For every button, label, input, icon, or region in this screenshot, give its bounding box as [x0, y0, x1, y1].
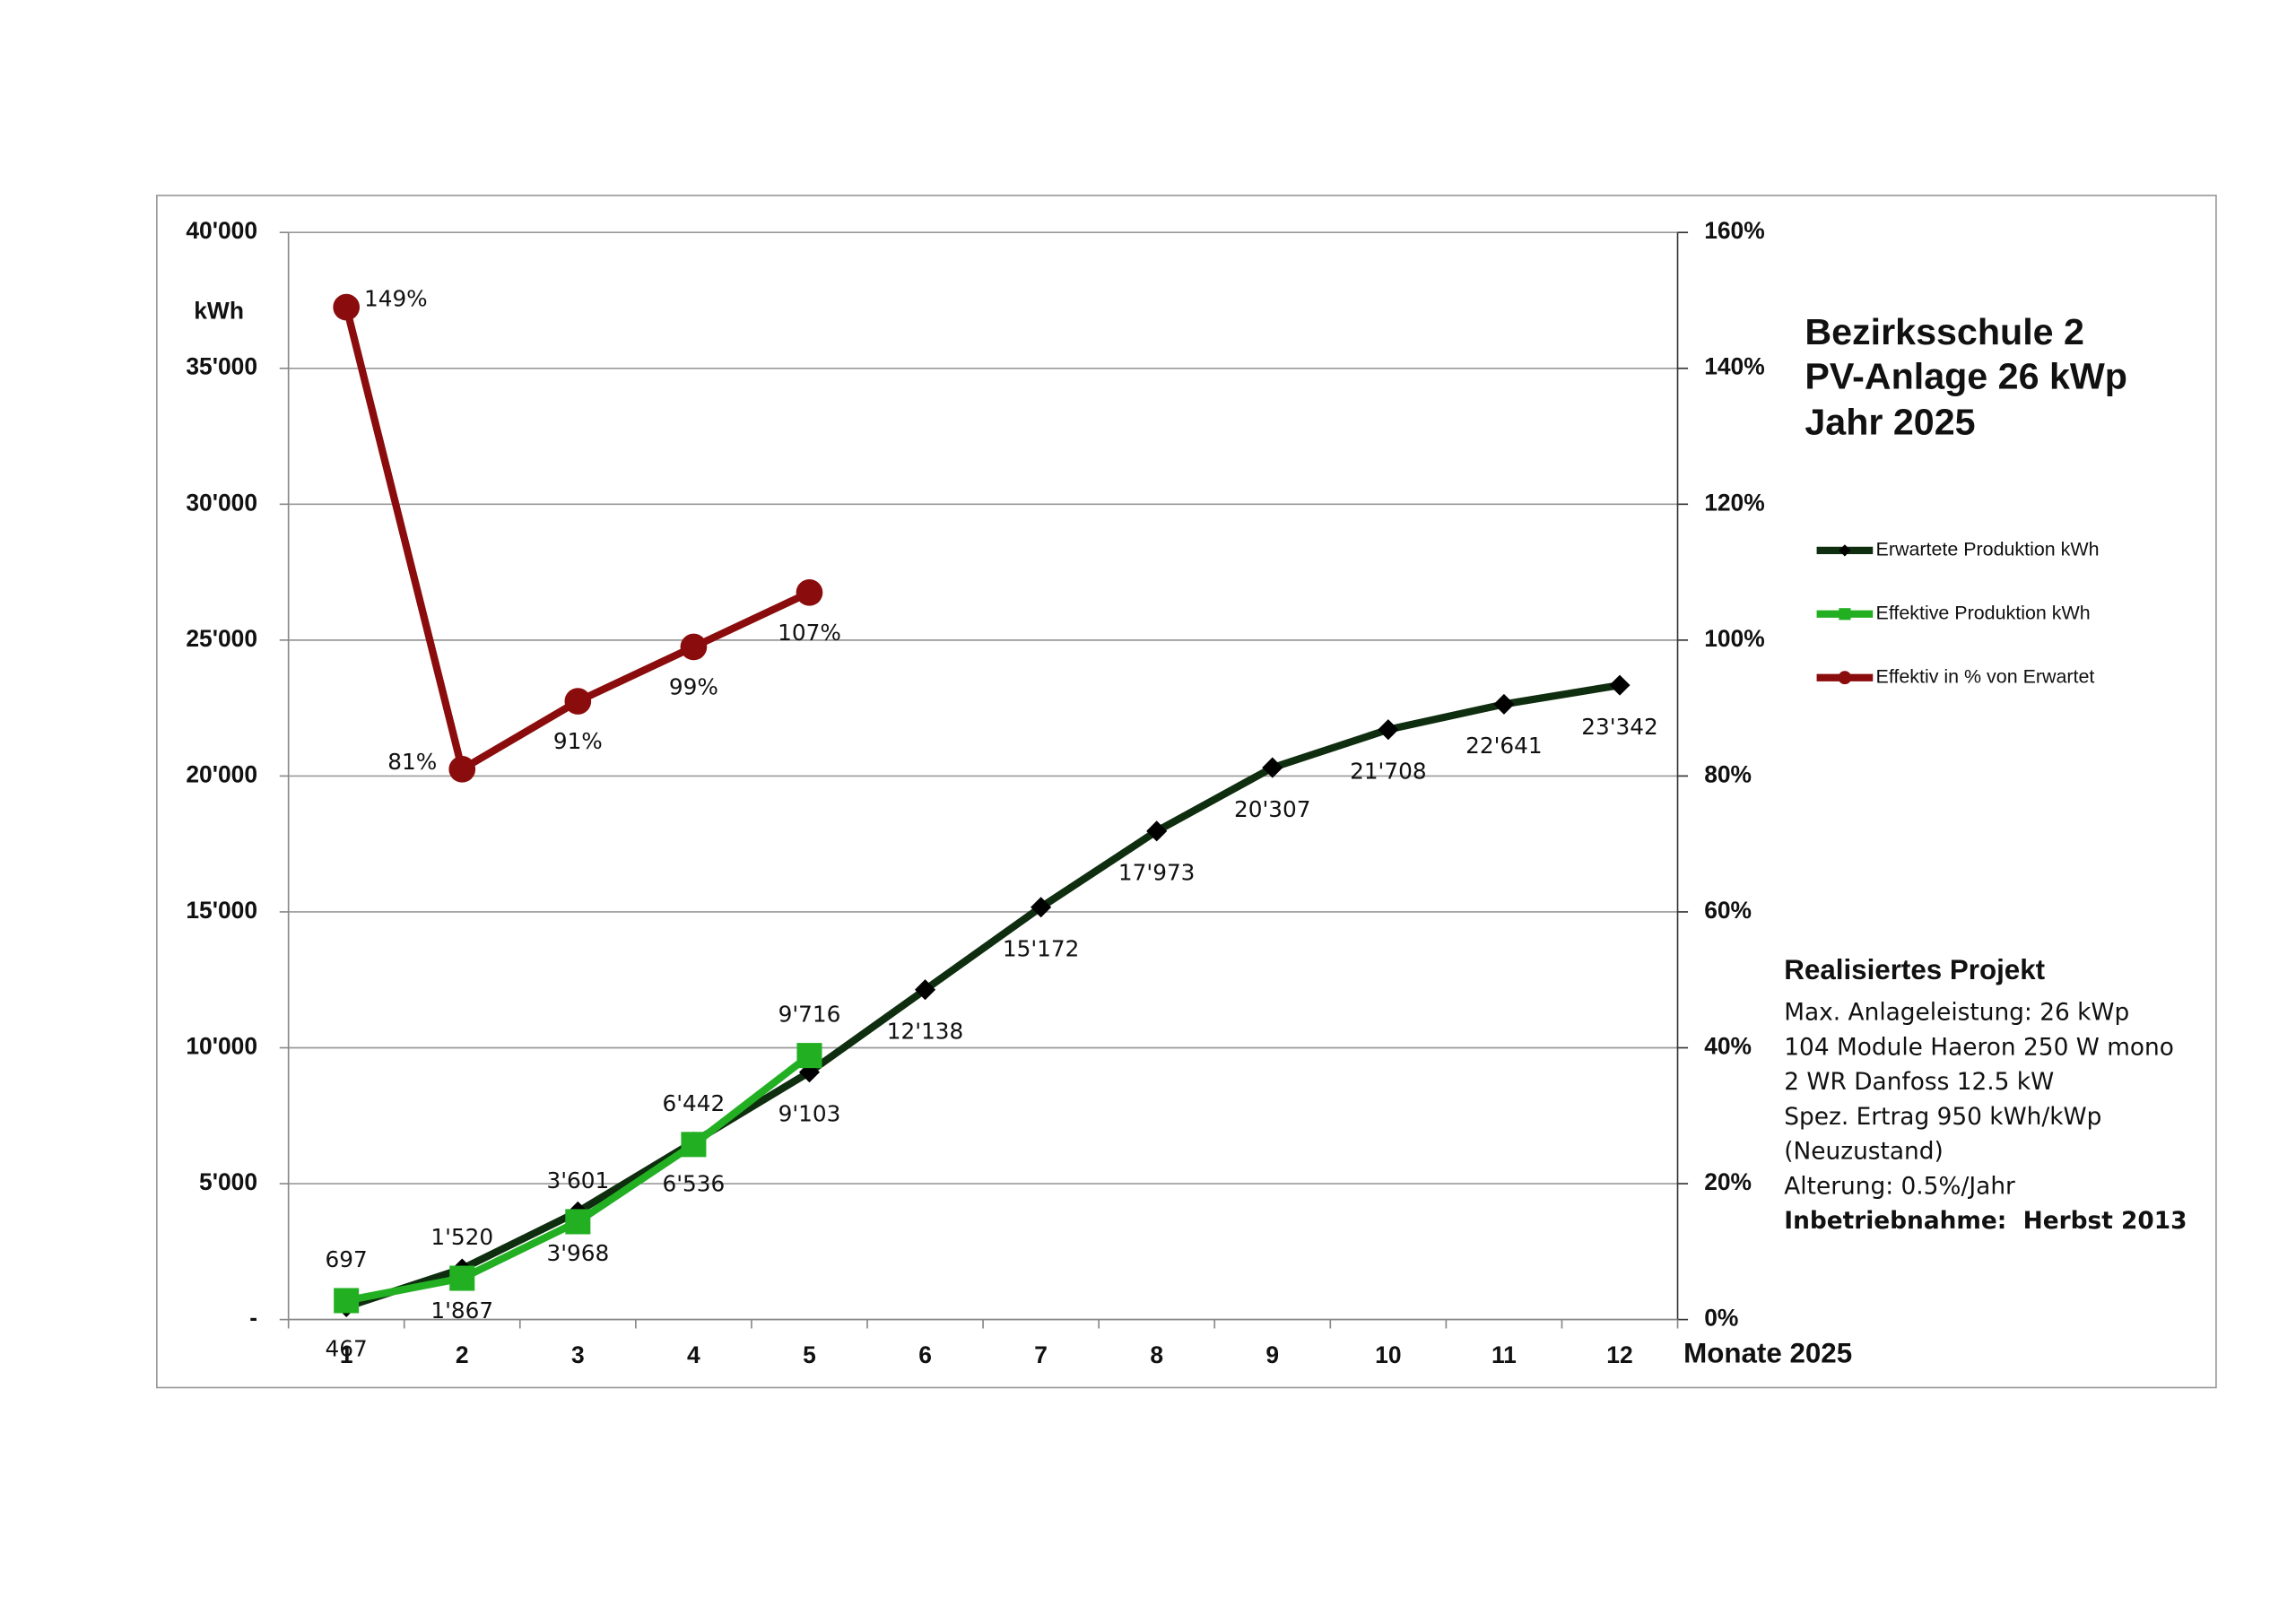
point: [1146, 820, 1168, 842]
chart-frame: [156, 195, 2217, 1389]
y2-tick-label: 20%: [1704, 1168, 1752, 1195]
chart-title: Jahr 2025: [1805, 402, 1975, 443]
project-line: 2 WR Danfoss 12.5 kW: [1784, 1069, 2054, 1096]
legend-marker: [1839, 608, 1851, 621]
x-tick-label: 1: [340, 1341, 353, 1368]
x-axis-label: Monate 2025: [1683, 1337, 1852, 1368]
y2-tick-label: 80%: [1704, 760, 1752, 787]
legend-marker: [1838, 671, 1852, 685]
data-label: 6'536: [663, 1170, 726, 1196]
point: [565, 1209, 591, 1235]
point: [449, 1265, 475, 1291]
data-label: 107%: [778, 620, 841, 646]
data-label: 9'103: [778, 1101, 841, 1127]
point: [915, 979, 936, 1001]
y2-tick-label: 120%: [1704, 489, 1764, 516]
data-label: 1'520: [430, 1224, 493, 1250]
data-label: 6'442: [663, 1090, 726, 1116]
y-axis-label: kWh: [194, 297, 244, 324]
x-tick-label: 4: [687, 1341, 700, 1368]
legend-marker: [1839, 544, 1851, 557]
data-label: 22'641: [1465, 733, 1542, 759]
data-label: 467: [326, 1335, 368, 1361]
point: [680, 633, 708, 661]
point: [1493, 693, 1515, 715]
x-tick-label: 11: [1492, 1341, 1517, 1368]
x-tick-label: 12: [1606, 1341, 1632, 1368]
x-tick-label: 10: [1375, 1341, 1401, 1368]
project-line: (Neuzustand): [1784, 1139, 1944, 1166]
y-tick-label: 10'000: [186, 1032, 257, 1059]
y-tick-label: -: [249, 1305, 257, 1332]
y-tick-label: 40'000: [186, 217, 257, 244]
point: [448, 755, 476, 783]
point: [681, 1132, 707, 1158]
x-tick-label: 5: [803, 1341, 816, 1368]
data-label: 15'172: [1003, 936, 1079, 962]
chart-title: Bezirksschule 2: [1805, 311, 2084, 352]
y2-tick-label: 100%: [1704, 625, 1764, 652]
y2-tick-label: 140%: [1704, 353, 1764, 380]
project-title: Realisiertes Projekt: [1784, 954, 2045, 985]
y-tick-label: 15'000: [186, 897, 257, 924]
legend-label: Effektiv in % von Erwartet: [1876, 665, 2095, 687]
y-tick-label: 35'000: [186, 353, 257, 380]
x-tick-label: 3: [571, 1341, 585, 1368]
point: [1262, 757, 1283, 778]
data-label: 1'867: [430, 1298, 493, 1324]
data-label: 3'601: [546, 1167, 609, 1193]
project-line: Alterung: 0.5%/Jahr: [1784, 1173, 2015, 1200]
data-label: 20'307: [1234, 796, 1310, 822]
x-tick-label: 8: [1150, 1341, 1163, 1368]
x-tick-label: 7: [1034, 1341, 1048, 1368]
x-tick-label: 6: [918, 1341, 932, 1368]
y-tick-label: 30'000: [186, 489, 257, 516]
y2-tick-label: 60%: [1704, 897, 1752, 924]
x-tick-label: 9: [1265, 1341, 1279, 1368]
point: [1031, 897, 1052, 918]
data-label: 81%: [387, 749, 437, 775]
y2-tick-label: 160%: [1704, 217, 1764, 244]
chart-title: PV-Anlage 26 kWp: [1805, 355, 2127, 396]
y-tick-label: 25'000: [186, 625, 257, 652]
data-label: 9'716: [778, 1002, 841, 1028]
x-tick-label: 2: [456, 1341, 469, 1368]
y2-tick-label: 0%: [1704, 1305, 1738, 1332]
y-tick-label: 5'000: [199, 1168, 257, 1195]
data-label: 91%: [553, 728, 603, 754]
data-label: 149%: [364, 285, 428, 311]
point: [796, 1043, 822, 1069]
project-footer: Inbetriebnahme: Herbst 2013: [1784, 1208, 2187, 1235]
data-label: 17'973: [1118, 860, 1195, 886]
data-label: 23'342: [1581, 714, 1657, 740]
project-line: Spez. Ertrag 950 kWh/kWp: [1784, 1104, 2101, 1131]
legend-label: Erwartete Produktion kWh: [1876, 539, 2100, 560]
data-label: 21'708: [1350, 758, 1426, 784]
point: [564, 688, 592, 715]
project-line: 104 Module Haeron 250 W mono: [1784, 1034, 2174, 1061]
point: [1609, 674, 1631, 696]
point: [333, 293, 361, 321]
legend-label: Effektive Produktion kWh: [1876, 602, 2091, 623]
project-line: Max. Anlageleistung: 26 kWp: [1784, 1000, 2129, 1027]
data-label: 12'138: [887, 1019, 963, 1045]
point: [334, 1288, 360, 1314]
data-label: 3'968: [546, 1240, 609, 1266]
data-label: 99%: [669, 674, 718, 700]
point: [796, 578, 823, 606]
series-line: [344, 681, 1621, 1311]
data-label: 697: [326, 1246, 368, 1272]
y-tick-label: 20'000: [186, 760, 257, 787]
y2-tick-label: 40%: [1704, 1032, 1752, 1059]
